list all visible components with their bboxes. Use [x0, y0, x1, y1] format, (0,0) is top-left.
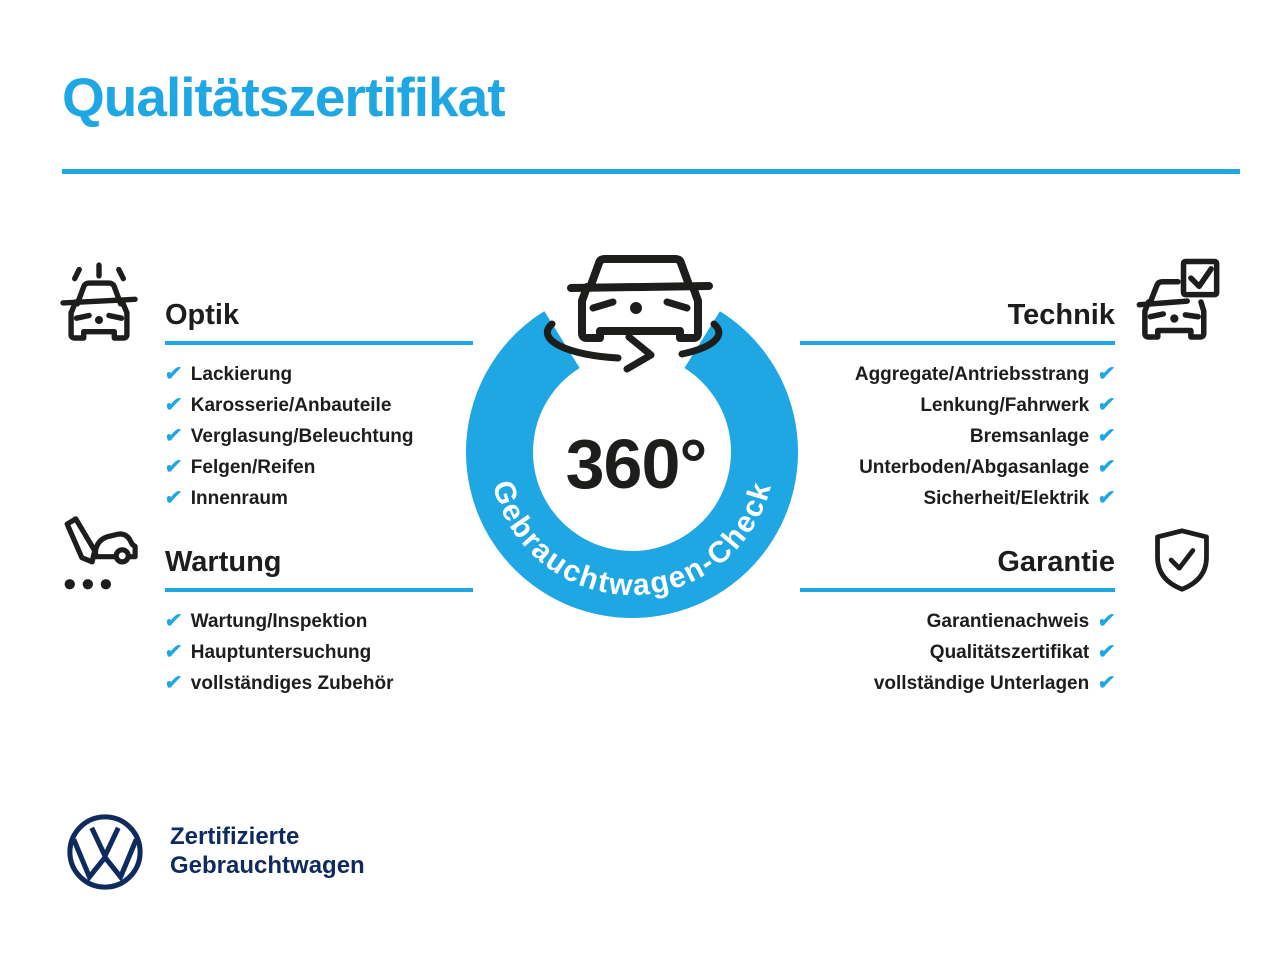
checklist-item-label: Wartung/Inspektion — [190, 611, 368, 632]
checklist-item-label: Sicherheit/Elektrik — [923, 488, 1090, 509]
checklist-item-label: Verglasung/Beleuchtung — [190, 426, 414, 447]
checklist-item-label: Garantienachweis — [926, 611, 1090, 632]
checklist-item: ✔ Verglasung/Beleuchtung — [163, 421, 473, 452]
check-icon: ✔ — [1096, 641, 1117, 663]
checklist-item-label: vollständiges Zubehör — [190, 673, 394, 694]
badge-ring — [466, 286, 798, 618]
check-icon: ✔ — [163, 394, 184, 416]
section-title-technik: Technik — [1007, 299, 1115, 331]
checklist-item-label: Lenkung/Fahrwerk — [920, 395, 1090, 416]
checklist-item: Unterboden/Abgasanlage ✔ — [800, 452, 1117, 483]
section-divider — [800, 588, 1115, 592]
section-optik: Optik ✔ Lackierung ✔ Karosserie/Anbauteile ✔… — [163, 299, 473, 514]
shield-check-icon — [1148, 522, 1216, 598]
checklist-item-label: Lackierung — [190, 364, 293, 385]
checklist-item: ✔ Innenraum — [163, 483, 473, 514]
checklist-item: Bremsanlage ✔ — [800, 421, 1117, 452]
checklist-item: Sicherheit/Elektrik ✔ — [800, 483, 1117, 514]
checklist-item: ✔ Karosserie/Anbauteile — [163, 390, 473, 421]
check-icon: ✔ — [163, 610, 184, 632]
check-icon: ✔ — [1096, 363, 1117, 385]
check-icon: ✔ — [163, 363, 184, 385]
checklist-item-label: Felgen/Reifen — [190, 457, 316, 478]
car-checkbox-icon — [1132, 256, 1224, 348]
check-icon: ✔ — [163, 672, 184, 694]
360-check-badge: Gebrauchtwagen-Check 360° — [455, 245, 825, 635]
check-icon: ✔ — [1096, 394, 1117, 416]
check-icon: ✔ — [163, 456, 184, 478]
service-note-car-icon — [54, 512, 144, 598]
checklist-item-label: Unterboden/Abgasanlage — [859, 457, 1090, 478]
section-divider — [800, 341, 1115, 345]
section-divider — [165, 341, 473, 345]
section-garantie: Garantie Garantienachweis ✔ Qualitätszerti… — [800, 546, 1117, 699]
checklist-item: Qualitätszertifikat ✔ — [800, 637, 1117, 668]
section-title-garantie: Garantie — [997, 546, 1115, 578]
check-icon: ✔ — [1096, 425, 1117, 447]
page-title: Qualitätszertifikat — [62, 66, 506, 128]
sparkling-car-icon — [54, 256, 144, 348]
check-icon: ✔ — [1096, 610, 1117, 632]
section-divider — [165, 588, 473, 592]
checklist-technik: Aggregate/Antriebsstrang ✔ Lenkung/Fahrwer… — [800, 359, 1117, 514]
brand-line2: Gebrauchtwagen — [170, 852, 365, 879]
section-wartung: Wartung ✔ Wartung/Inspektion ✔ Hauptuntersu… — [163, 546, 473, 699]
checklist-item-label: Innenraum — [190, 488, 288, 509]
checklist-item: ✔ Felgen/Reifen — [163, 452, 473, 483]
title-divider — [62, 169, 1240, 174]
checklist-item: ✔ Wartung/Inspektion — [163, 606, 473, 637]
checklist-item: ✔ Hauptuntersuchung — [163, 637, 473, 668]
checklist-item-label: Bremsanlage — [969, 426, 1090, 447]
checklist-wartung: ✔ Wartung/Inspektion ✔ Hauptuntersuchung ✔ vo… — [163, 606, 473, 699]
checklist-item: Lenkung/Fahrwerk ✔ — [800, 390, 1117, 421]
checklist-item: vollständige Unterlagen ✔ — [800, 668, 1117, 699]
section-technik: Technik Aggregate/Antriebsstrang ✔ Lenkung… — [800, 299, 1117, 514]
checklist-item-label: Aggregate/Antriebsstrang — [854, 364, 1090, 385]
checklist-item-label: vollständige Unterlagen — [873, 673, 1090, 694]
check-icon: ✔ — [1096, 456, 1117, 478]
checklist-item-label: Karosserie/Anbauteile — [190, 395, 392, 416]
checklist-item: ✔ Lackierung — [163, 359, 473, 390]
checklist-item-label: Hauptuntersuchung — [190, 642, 372, 663]
section-title-wartung: Wartung — [165, 546, 282, 578]
checklist-item: Garantienachweis ✔ — [800, 606, 1117, 637]
brand-text: Zertifizierte Gebrauchtwagen — [170, 822, 365, 880]
checklist-item-label: Qualitätszertifikat — [929, 642, 1090, 663]
car-rotate-icon — [543, 255, 723, 373]
check-icon: ✔ — [1096, 672, 1117, 694]
badge-value: 360° — [566, 425, 707, 503]
checklist-garantie: Garantienachweis ✔ Qualitätszertifikat ✔ vol… — [800, 606, 1117, 699]
brand-line1: Zertifizierte — [170, 823, 300, 850]
checklist-optik: ✔ Lackierung ✔ Karosserie/Anbauteile ✔ Vergla… — [163, 359, 473, 514]
vw-logo — [66, 813, 144, 891]
check-icon: ✔ — [1096, 487, 1117, 509]
check-icon: ✔ — [163, 487, 184, 509]
checklist-item: Aggregate/Antriebsstrang ✔ — [800, 359, 1117, 390]
checklist-item: ✔ vollständiges Zubehör — [163, 668, 473, 699]
section-title-optik: Optik — [165, 299, 240, 331]
check-icon: ✔ — [163, 425, 184, 447]
check-icon: ✔ — [163, 641, 184, 663]
